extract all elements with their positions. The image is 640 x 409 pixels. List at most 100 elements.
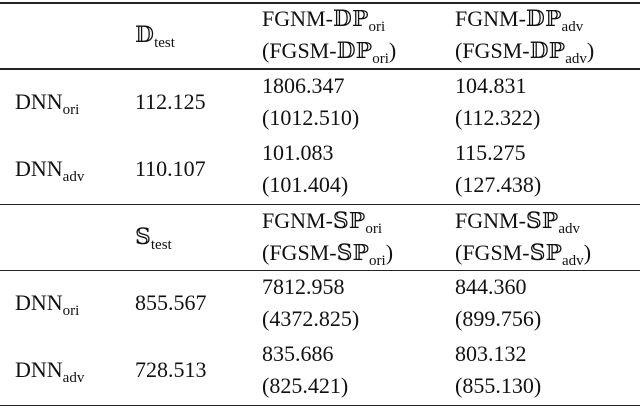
cell: 7812.958 (4372.825) (262, 271, 359, 335)
cell: 112.125 (135, 86, 206, 118)
cell-line: (899.756) (455, 303, 541, 335)
text: (FGSM-𝔻ℙ (455, 38, 566, 63)
rule (0, 68, 640, 70)
text: 1806.347 (262, 72, 345, 98)
subscript: ori (365, 220, 383, 237)
text: DNN (15, 88, 63, 114)
cell: 835.686 (825.421) (262, 338, 348, 402)
subscript: ori (369, 252, 386, 269)
cell: 101.083 (101.404) (262, 137, 348, 201)
rule (0, 269, 640, 271)
cell-line: 104.831 (455, 70, 540, 102)
cell: 803.132 (855.130) (455, 338, 541, 402)
text: 𝔻 (135, 22, 155, 47)
cell: 110.107 (135, 153, 206, 185)
text: (855.130) (455, 373, 542, 398)
cell-line: (127.438) (455, 169, 541, 201)
cell-line: DNNori (15, 86, 79, 118)
subscript: adv (62, 168, 85, 185)
cell-line: 844.360 (455, 271, 541, 303)
text: (1012.510) (262, 104, 360, 130)
text: FGNM-𝕊ℙ (262, 207, 366, 233)
cell: 104.831 (112.322) (455, 70, 540, 134)
cell-line: 1806.347 (262, 70, 359, 102)
text: 101.083 (262, 139, 334, 165)
cell-line: 110.107 (135, 153, 206, 185)
cell-line: (FGSM-𝔻ℙadv) (455, 35, 594, 67)
cell: DNNadv (15, 354, 84, 386)
cell-line: 115.275 (455, 137, 541, 169)
cell-line: 112.125 (135, 86, 206, 118)
cell: FGNM-𝔻ℙadv (FGSM-𝔻ℙadv) (455, 3, 594, 67)
text: (899.756) (455, 306, 542, 331)
rule (0, 203, 640, 205)
text: (4372.825) (262, 306, 360, 331)
cell-line: (FGSM-𝔻ℙori) (262, 35, 396, 67)
subscript: adv (561, 19, 584, 35)
text: 7812.958 (262, 274, 345, 299)
subscript: ori (62, 303, 80, 319)
cell: DNNori (15, 287, 79, 319)
cell: 1806.347 (1012.510) (262, 70, 359, 134)
subscript: adv (565, 51, 587, 67)
cell-line: FGNM-𝕊ℙadv (455, 205, 591, 237)
cell: 728.513 (135, 354, 207, 386)
cell: FGNM-𝕊ℙadv (FGSM-𝕊ℙadv) (455, 205, 591, 269)
cell: DNNadv (15, 153, 84, 185)
cell-line: FGNM-𝔻ℙadv (455, 3, 594, 35)
text: (112.322) (455, 104, 541, 130)
text: FGNM-𝔻ℙ (455, 6, 562, 31)
cell: 844.360 (899.756) (455, 271, 541, 335)
cell-line: (101.404) (262, 169, 348, 201)
cell: 𝔻test (135, 19, 175, 51)
subscript: adv (558, 220, 581, 237)
text: 115.275 (455, 139, 526, 165)
text: 104.831 (455, 72, 527, 98)
cell-line: (FGSM-𝕊ℙadv) (455, 237, 591, 269)
subscript: ori (62, 101, 80, 118)
text: (FGSM-𝕊ℙ (455, 239, 563, 265)
text: (127.438) (455, 171, 542, 197)
text: DNN (15, 290, 63, 315)
rule (0, 2, 640, 4)
subscript: ori (372, 51, 389, 67)
cell-line: 101.083 (262, 137, 348, 169)
cell-line: 7812.958 (262, 271, 359, 303)
subscript: test (154, 35, 175, 51)
text: (825.421) (262, 373, 349, 398)
cell-line: 803.132 (455, 338, 541, 370)
text: (FGSM-𝔻ℙ (262, 38, 373, 63)
cell: FGNM-𝕊ℙori (FGSM-𝕊ℙori) (262, 205, 393, 269)
text: ) (586, 38, 595, 63)
cell-line: (FGSM-𝕊ℙori) (262, 237, 393, 269)
cell-line: DNNori (15, 287, 79, 319)
cell: 855.567 (135, 287, 207, 319)
text: FGNM-𝔻ℙ (262, 6, 369, 31)
text: 835.686 (262, 341, 334, 366)
cell-line: FGNM-𝔻ℙori (262, 3, 396, 35)
text: 𝕊 (135, 223, 151, 249)
text: DNN (15, 357, 63, 382)
cell-line: (112.322) (455, 102, 540, 134)
cell-line: (855.130) (455, 370, 541, 402)
text: ) (385, 239, 394, 265)
subscript: test (150, 236, 172, 253)
text: 855.567 (135, 290, 207, 315)
text: FGNM-𝕊ℙ (455, 207, 559, 233)
cell-line: 855.567 (135, 287, 207, 319)
text: 844.360 (455, 274, 527, 299)
text: ) (388, 38, 397, 63)
text: 803.132 (455, 341, 527, 366)
cell: DNNori (15, 86, 79, 118)
text: DNN (15, 155, 63, 181)
cell-line: DNNadv (15, 153, 84, 185)
cell-line: 𝕊test (135, 221, 172, 253)
subscript: adv (62, 370, 85, 386)
cell: 115.275 (127.438) (455, 137, 541, 201)
text: 110.107 (135, 155, 206, 181)
cell-line: (1012.510) (262, 102, 359, 134)
cell-line: FGNM-𝕊ℙori (262, 205, 393, 237)
text: 728.513 (135, 357, 207, 382)
subscript: ori (368, 19, 386, 35)
rule (0, 404, 640, 406)
